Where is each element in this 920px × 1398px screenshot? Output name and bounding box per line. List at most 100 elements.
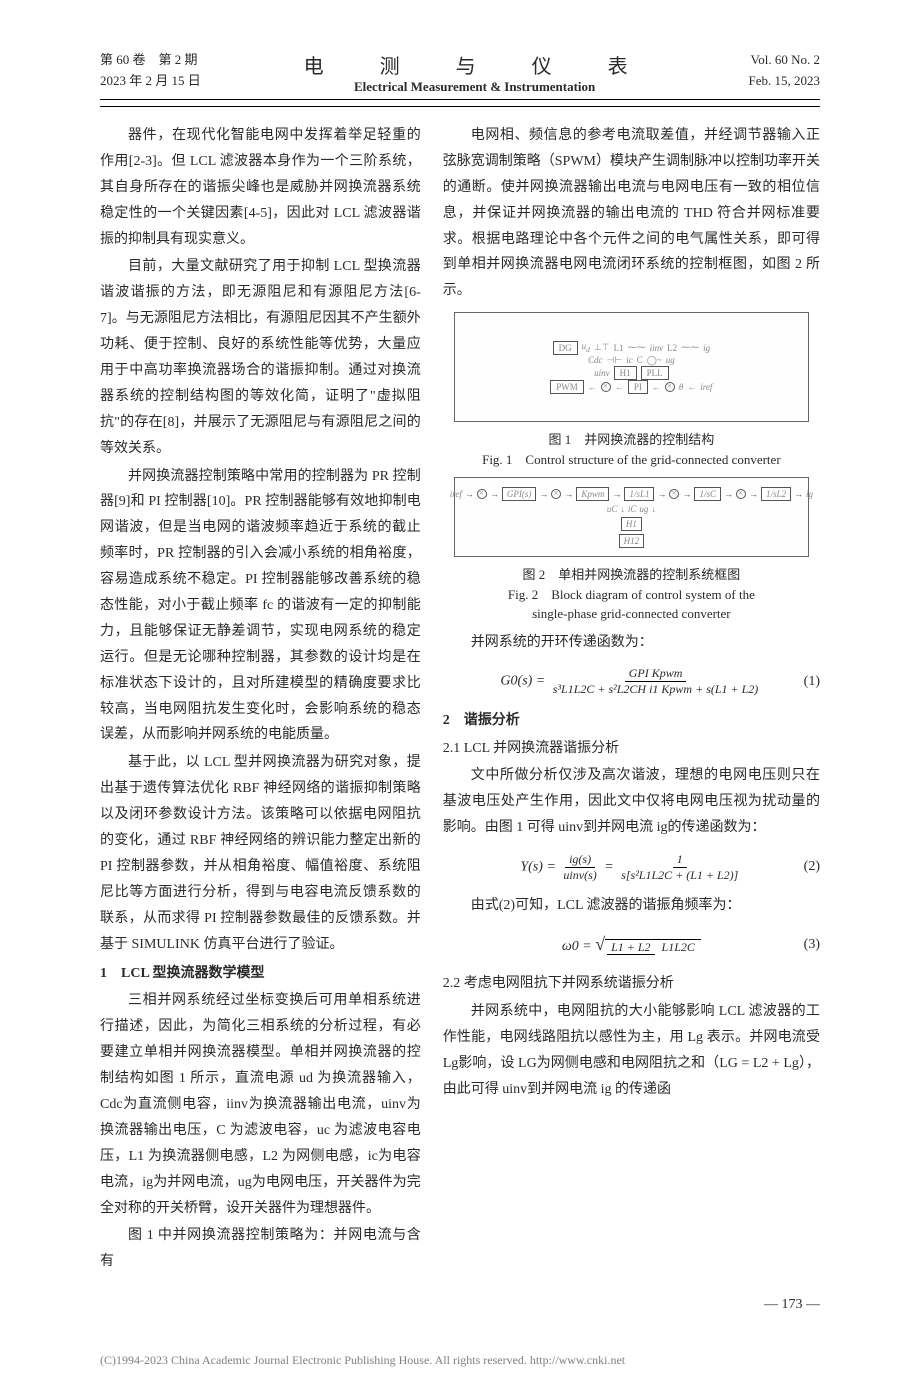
fig1-ud: ud xyxy=(582,341,590,354)
fig2-sum3 xyxy=(669,489,679,499)
figure-2: iref → → GPI(s) → → Kpwm → 1/sL1 → → 1/s… xyxy=(454,477,809,557)
eq1-number: (1) xyxy=(804,674,820,690)
fig1-dg: DG xyxy=(553,341,578,355)
page-number: — 173 — xyxy=(100,1297,820,1313)
fig1-theta: θ xyxy=(679,382,683,392)
figure-1: DG ud ⊥⊤ L1 ⁓⁓ iinv L2 ⁓⁓ ig Cdc ⊣⊢ ic C… xyxy=(454,312,809,422)
fig1-src-icon: ◯~ xyxy=(647,355,662,366)
fig2-h1: H1 xyxy=(621,517,642,531)
para-l5: 三相并网系统经过坐标变换后可用单相系统进行描述，因此，为简化三相系统的分析过程，… xyxy=(100,988,421,1221)
eq1-frac: GPI Kpwm s³L1L2C + s²L2CH i1 Kpwm + s(L1… xyxy=(549,666,763,697)
fig2-sc: 1/sC xyxy=(694,487,721,501)
journal-title-cn: 电 测 与 仪 表 xyxy=(201,50,749,79)
fig1-iinv: iinv xyxy=(650,343,664,353)
para-r3: 文中所做分析仅涉及高次谐波，理想的电网电压则只在基波电压处产生作用，因此文中仅将… xyxy=(443,763,820,841)
header-left: 第 60 卷 第 2 期 2023 年 2 月 15 日 xyxy=(100,50,201,95)
eq2-mid: ig(s) uinv(s) xyxy=(559,852,600,883)
left-column: 器件，在现代化智能电网中发挥着举足轻重的作用[2-3]。但 LCL 滤波器本身作… xyxy=(100,123,421,1277)
page-header: 第 60 卷 第 2 期 2023 年 2 月 15 日 电 测 与 仪 表 E… xyxy=(100,50,820,100)
fig1-l1: L1 xyxy=(614,343,624,353)
para-l3: 并网换流器控制策略中常用的控制器为 PR 控制器[9]和 PI 控制器[10]。… xyxy=(100,464,421,749)
fig2-iref: iref xyxy=(450,489,462,499)
section-1-heading: 1 LCL 型换流器数学模型 xyxy=(100,961,421,987)
eq3-sqrt-num: L1 + L2 xyxy=(607,940,654,955)
fig2-arr9: → xyxy=(749,489,758,499)
eq1-num: GPI Kpwm xyxy=(625,666,687,682)
eq2-lhs: Y(s) = xyxy=(520,859,559,874)
fig2-arr7: → xyxy=(682,489,691,499)
fig2-caption-cn: 图 2 单相并网换流器的控制系统框图 xyxy=(443,565,820,585)
eq2-mid-den: uinv(s) xyxy=(559,868,600,883)
fig2-arr6: → xyxy=(657,489,666,499)
para-l1: 器件，在现代化智能电网中发挥着举足轻重的作用[2-3]。但 LCL 滤波器本身作… xyxy=(100,123,421,252)
eq3-sqrt: L1 + L2 L1L2C xyxy=(605,939,701,955)
figure-1-caption: 图 1 并网换流器的控制结构 Fig. 1 Control structure … xyxy=(443,430,820,469)
journal-title-en: Electrical Measurement & Instrumentation xyxy=(201,79,749,95)
fig1-sum2 xyxy=(665,382,675,392)
date-en: Feb. 15, 2023 xyxy=(749,71,821,92)
eq3-sqrt-den: L1L2C xyxy=(658,940,699,954)
fig2-kpwm: Kpwm xyxy=(576,487,609,501)
date-cn: 2023 年 2 月 15 日 xyxy=(100,71,201,92)
fig2-arr1: → xyxy=(465,489,474,499)
fig1-caption-en: Fig. 1 Control structure of the grid-con… xyxy=(443,450,820,470)
fig2-ig: ig xyxy=(806,489,813,499)
fig2-gpi: GPI(s) xyxy=(502,487,537,501)
fig1-cdc: Cdc xyxy=(588,355,603,365)
section-21-heading: 2.1 LCL 并网换流器谐振分析 xyxy=(443,736,820,762)
fig2-uc: uC xyxy=(607,504,618,514)
section-2-heading: 2 谐振分析 xyxy=(443,708,820,734)
fig1-uinv: uinv xyxy=(594,368,610,378)
fig1-caption-cn: 图 1 并网换流器的控制结构 xyxy=(443,430,820,450)
fig2-ic-label: iC xyxy=(628,504,637,514)
para-l4: 基于此，以 LCL 型并网换流器为研究对象，提出基于遗传算法优化 RBF 神经网… xyxy=(100,750,421,957)
right-column: 电网相、频信息的参考电流取差值，并经调节器输入正弦脉宽调制策略（SPWM）模块产… xyxy=(443,123,820,1277)
fig2-arr8: → xyxy=(724,489,733,499)
fig1-coil2-icon: ⁓⁓ xyxy=(681,342,699,353)
fig1-c: C xyxy=(637,355,643,365)
fig1-h1: H1 xyxy=(614,366,637,380)
figure-1-circuit: DG ud ⊥⊤ L1 ⁓⁓ iinv L2 ⁓⁓ ig Cdc ⊣⊢ ic C… xyxy=(461,341,802,394)
fig1-arrow1: ← xyxy=(588,382,597,392)
para-l2: 目前，大量文献研究了用于抑制 LCL 型换流器谐波谐振的方法，即无源阻尼和有源阻… xyxy=(100,254,421,461)
fig2-sl2: 1/sL2 xyxy=(761,487,791,501)
para-l6: 图 1 中并网换流器控制策略为：并网电流与含有 xyxy=(100,1223,421,1275)
fig2-sl1: 1/sL1 xyxy=(624,487,654,501)
para-r5: 并网系统中，电网阻抗的大小能够影响 LCL 滤波器的工作性能，电网线路阻抗以感性… xyxy=(443,999,820,1103)
fig1-ig: ig xyxy=(703,343,710,353)
main-content: 器件，在现代化智能电网中发挥着举足轻重的作用[2-3]。但 LCL 滤波器本身作… xyxy=(100,123,820,1277)
fig1-cap-icon: ⊣⊢ xyxy=(607,355,623,366)
eq2-num: 1 xyxy=(673,852,687,868)
fig1-arrow2: ← xyxy=(615,382,624,392)
eq2-eq: = xyxy=(604,859,617,874)
fig2-caption-en-l2: single-phase grid-connected converter xyxy=(443,604,820,624)
fig2-arr5: → xyxy=(612,489,621,499)
fig2-sum2 xyxy=(551,489,561,499)
fig2-arr3: → xyxy=(539,489,548,499)
fig1-arrow4: ← xyxy=(687,382,696,392)
para-r4: 由式(2)可知，LCL 滤波器的谐振角频率为： xyxy=(443,893,820,919)
eq2-number: (2) xyxy=(804,859,820,875)
eq3-number: (3) xyxy=(804,937,820,953)
fig1-ug: ug xyxy=(666,355,675,365)
fig2-h12: H12 xyxy=(619,534,645,548)
header-right: Vol. 60 No. 2 Feb. 15, 2023 xyxy=(749,50,821,95)
fig1-sum1 xyxy=(601,382,611,392)
fig1-coil1-icon: ⁓⁓ xyxy=(628,342,646,353)
eq3-lhs: ω0 = xyxy=(562,939,595,954)
fig1-iref: iref xyxy=(700,382,712,392)
fig2-sum4 xyxy=(736,489,746,499)
fig1-pll: PLL xyxy=(641,366,669,380)
fig1-pi: PI xyxy=(628,380,648,394)
fig2-arr4: → xyxy=(564,489,573,499)
fig2-ug: ug xyxy=(639,504,648,514)
footer-copyright: (C)1994-2023 China Academic Journal Elec… xyxy=(100,1353,820,1368)
volume-issue-cn: 第 60 卷 第 2 期 xyxy=(100,50,201,71)
eq2-frac: 1 s[s²L1L2C + (L1 + L2)] xyxy=(617,852,742,883)
eq2-mid-num: ig(s) xyxy=(565,852,595,868)
fig2-caption-en-l1: Fig. 2 Block diagram of control system o… xyxy=(443,585,820,605)
eq2-den: s[s²L1L2C + (L1 + L2)] xyxy=(617,868,742,883)
figure-2-diagram: iref → → GPI(s) → → Kpwm → 1/sL1 → → 1/s… xyxy=(461,487,802,548)
equation-2: Y(s) = ig(s) uinv(s) = 1 s[s²L1L2C + (L1… xyxy=(443,847,820,887)
para-r2: 并网系统的开环传递函数为： xyxy=(443,630,820,656)
